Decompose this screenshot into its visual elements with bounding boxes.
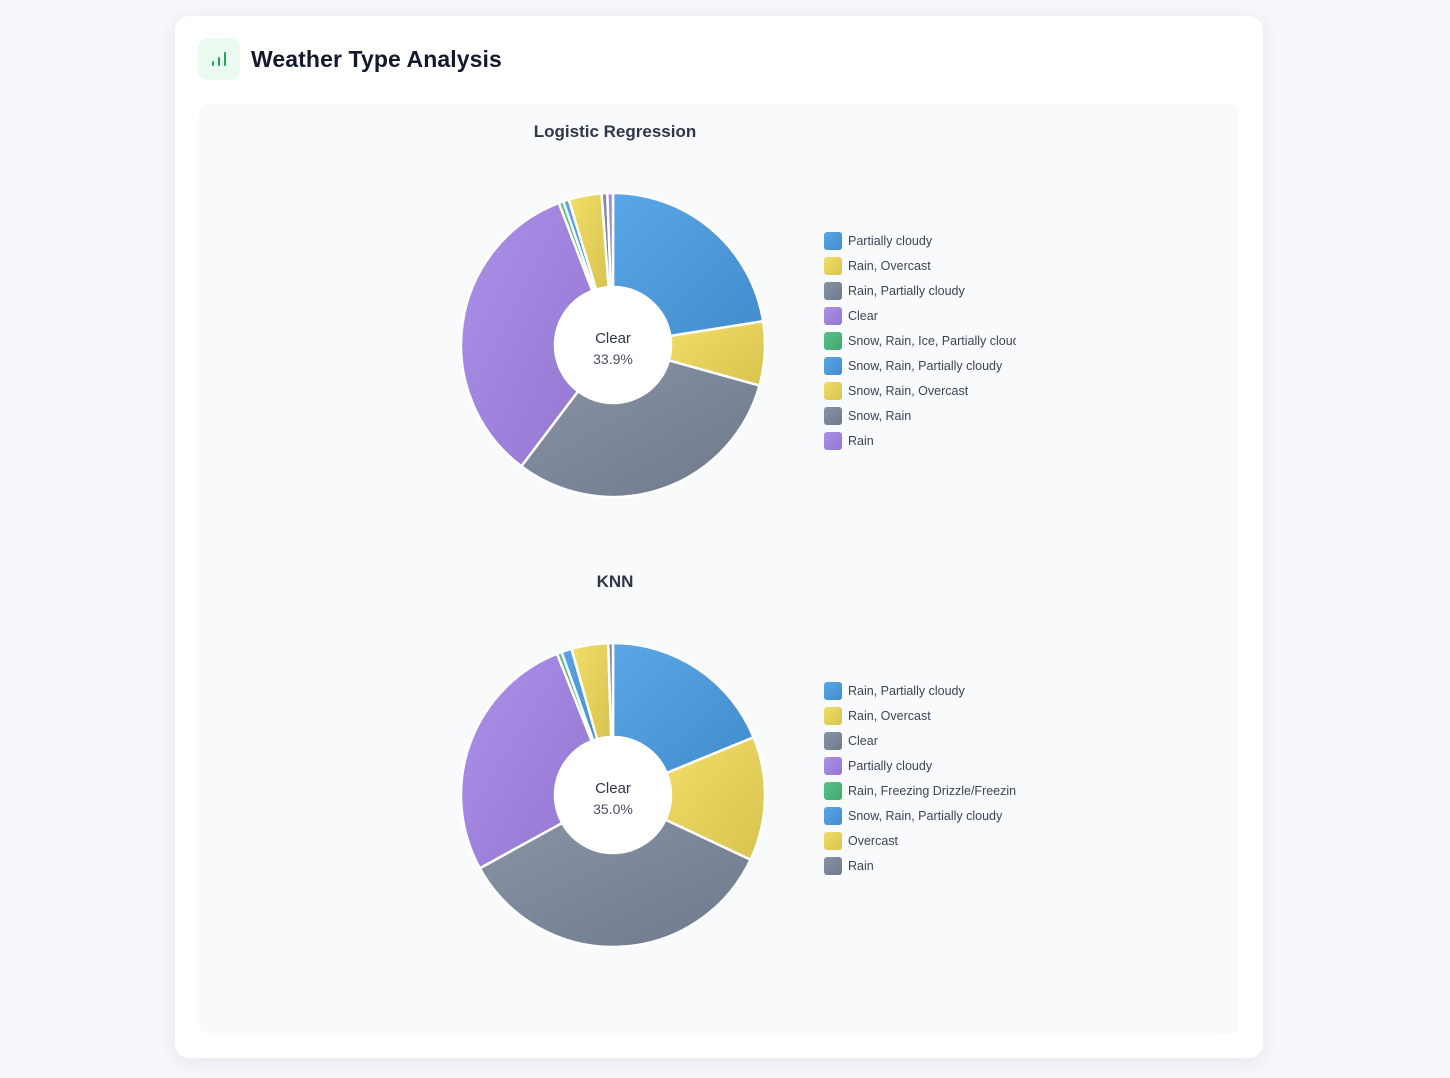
legend-item-snow-rain[interactable]: Snow, Rain	[824, 403, 1016, 428]
charts-panel: Logistic Regression Clear 33.9% Partially…	[199, 104, 1239, 1034]
legend-label: Partially cloudy	[848, 758, 933, 773]
legend-swatch	[824, 706, 842, 725]
legend-swatch	[824, 781, 842, 800]
legend-label: Rain, Partially cloudy	[848, 683, 965, 698]
slice-rain-partially-cloudy[interactable]	[611, 642, 755, 775]
legend-item-rain-overcast[interactable]: Rain, Overcast	[824, 703, 1016, 728]
legend-swatch	[824, 381, 842, 400]
legend-item-snow-rain-overcast[interactable]: Snow, Rain, Overcast	[824, 378, 1016, 403]
center-value: 35.0%	[593, 801, 633, 817]
legend-swatch	[824, 856, 842, 875]
legend-item-rain-partially-cloudy[interactable]: Rain, Partially cloudy	[824, 678, 1016, 703]
slice-partially-cloudy[interactable]	[460, 652, 593, 870]
legend-swatch	[824, 681, 842, 700]
legend-label: Rain, Overcast	[848, 708, 931, 723]
slice-partially-cloudy[interactable]	[611, 192, 765, 338]
legend-logistic-regression: Partially cloudy Rain, Overcast Rain, Part…	[824, 228, 1016, 453]
slice-rain-partially-cloudy[interactable]	[520, 359, 761, 498]
legend-swatch	[824, 406, 842, 425]
center-label: Clear	[595, 780, 631, 797]
legend-label: Snow, Rain, Partially cloudy	[848, 358, 1003, 373]
legend-label: Rain, Freezing Drizzle/Freezing Rain	[848, 783, 1016, 798]
legend-item-overcast[interactable]: Overcast	[824, 828, 1016, 853]
legend-item-partially-cloudy[interactable]: Partially cloudy	[824, 753, 1016, 778]
legend-swatch	[824, 431, 842, 450]
chart-title-knn: KNN	[596, 572, 634, 591]
legend-swatch	[824, 356, 842, 375]
legend-swatch	[824, 256, 842, 275]
legend-label: Partially cloudy	[848, 233, 933, 248]
legend-swatch	[824, 331, 842, 350]
legend-item-clear[interactable]: Clear	[824, 728, 1016, 753]
legend-item-rain-freezing-drizzle-freezing-rain[interactable]: Rain, Freezing Drizzle/Freezing Rain	[824, 778, 1016, 803]
legend-swatch	[824, 731, 842, 750]
legend-label: Snow, Rain	[848, 408, 912, 423]
slice-rain[interactable]	[606, 192, 615, 289]
donut-center	[556, 288, 670, 402]
legend-item-rain[interactable]: Rain	[824, 428, 1016, 453]
legend-label: Rain	[848, 433, 874, 448]
legend-swatch	[824, 306, 842, 325]
legend-label: Snow, Rain, Ice, Partially cloudy	[848, 333, 1016, 348]
legend-item-rain-overcast[interactable]: Rain, Overcast	[824, 253, 1016, 278]
legend-swatch	[824, 831, 842, 850]
legend-label: Snow, Rain, Partially cloudy	[848, 808, 1003, 823]
legend-swatch	[824, 756, 842, 775]
legend-label: Rain, Overcast	[848, 258, 931, 273]
chart-title-logistic-regression: Logistic Regression	[533, 122, 697, 141]
legend-swatch	[824, 281, 842, 300]
legend-item-snow-rain-ice-partially-cloudy[interactable]: Snow, Rain, Ice, Partially cloudy	[824, 328, 1016, 353]
legend-item-rain[interactable]: Rain	[824, 853, 1016, 878]
legend-swatch	[824, 231, 842, 250]
donut-chart-knn: Clear 35.0%	[460, 642, 766, 948]
center-label: Clear	[595, 330, 631, 347]
legend-label: Rain	[848, 858, 874, 873]
center-value: 33.9%	[593, 351, 633, 367]
page-title: Weather Type Analysis	[251, 45, 502, 72]
legend-label: Overcast	[848, 833, 899, 848]
card-header: Weather Type Analysis	[198, 38, 502, 80]
donut-chart-logistic-regression: Clear 33.9%	[460, 192, 766, 498]
slice-rain-overcast[interactable]	[664, 736, 766, 861]
legend-label: Rain, Partially cloudy	[848, 283, 965, 298]
slice-clear[interactable]	[478, 818, 752, 948]
slice-clear[interactable]	[460, 201, 594, 468]
legend-item-rain-partially-cloudy[interactable]: Rain, Partially cloudy	[824, 278, 1016, 303]
donut-center	[556, 738, 670, 852]
legend-label: Clear	[848, 308, 878, 323]
legend-label: Snow, Rain, Overcast	[848, 383, 969, 398]
weather-type-analysis-card: Weather Type Analysis Logistic Regressio…	[175, 16, 1263, 1058]
legend-item-partially-cloudy[interactable]: Partially cloudy	[824, 228, 1016, 253]
legend-item-clear[interactable]: Clear	[824, 303, 1016, 328]
legend-item-snow-rain-partially-cloudy[interactable]: Snow, Rain, Partially cloudy	[824, 353, 1016, 378]
legend-knn: Rain, Partially cloudy Rain, Overcast Clea…	[824, 678, 1016, 878]
bar-chart-icon	[198, 38, 240, 80]
legend-swatch	[824, 806, 842, 825]
slice-rain[interactable]	[606, 642, 615, 739]
legend-item-snow-rain-partially-cloudy[interactable]: Snow, Rain, Partially cloudy	[824, 803, 1016, 828]
legend-label: Clear	[848, 733, 878, 748]
